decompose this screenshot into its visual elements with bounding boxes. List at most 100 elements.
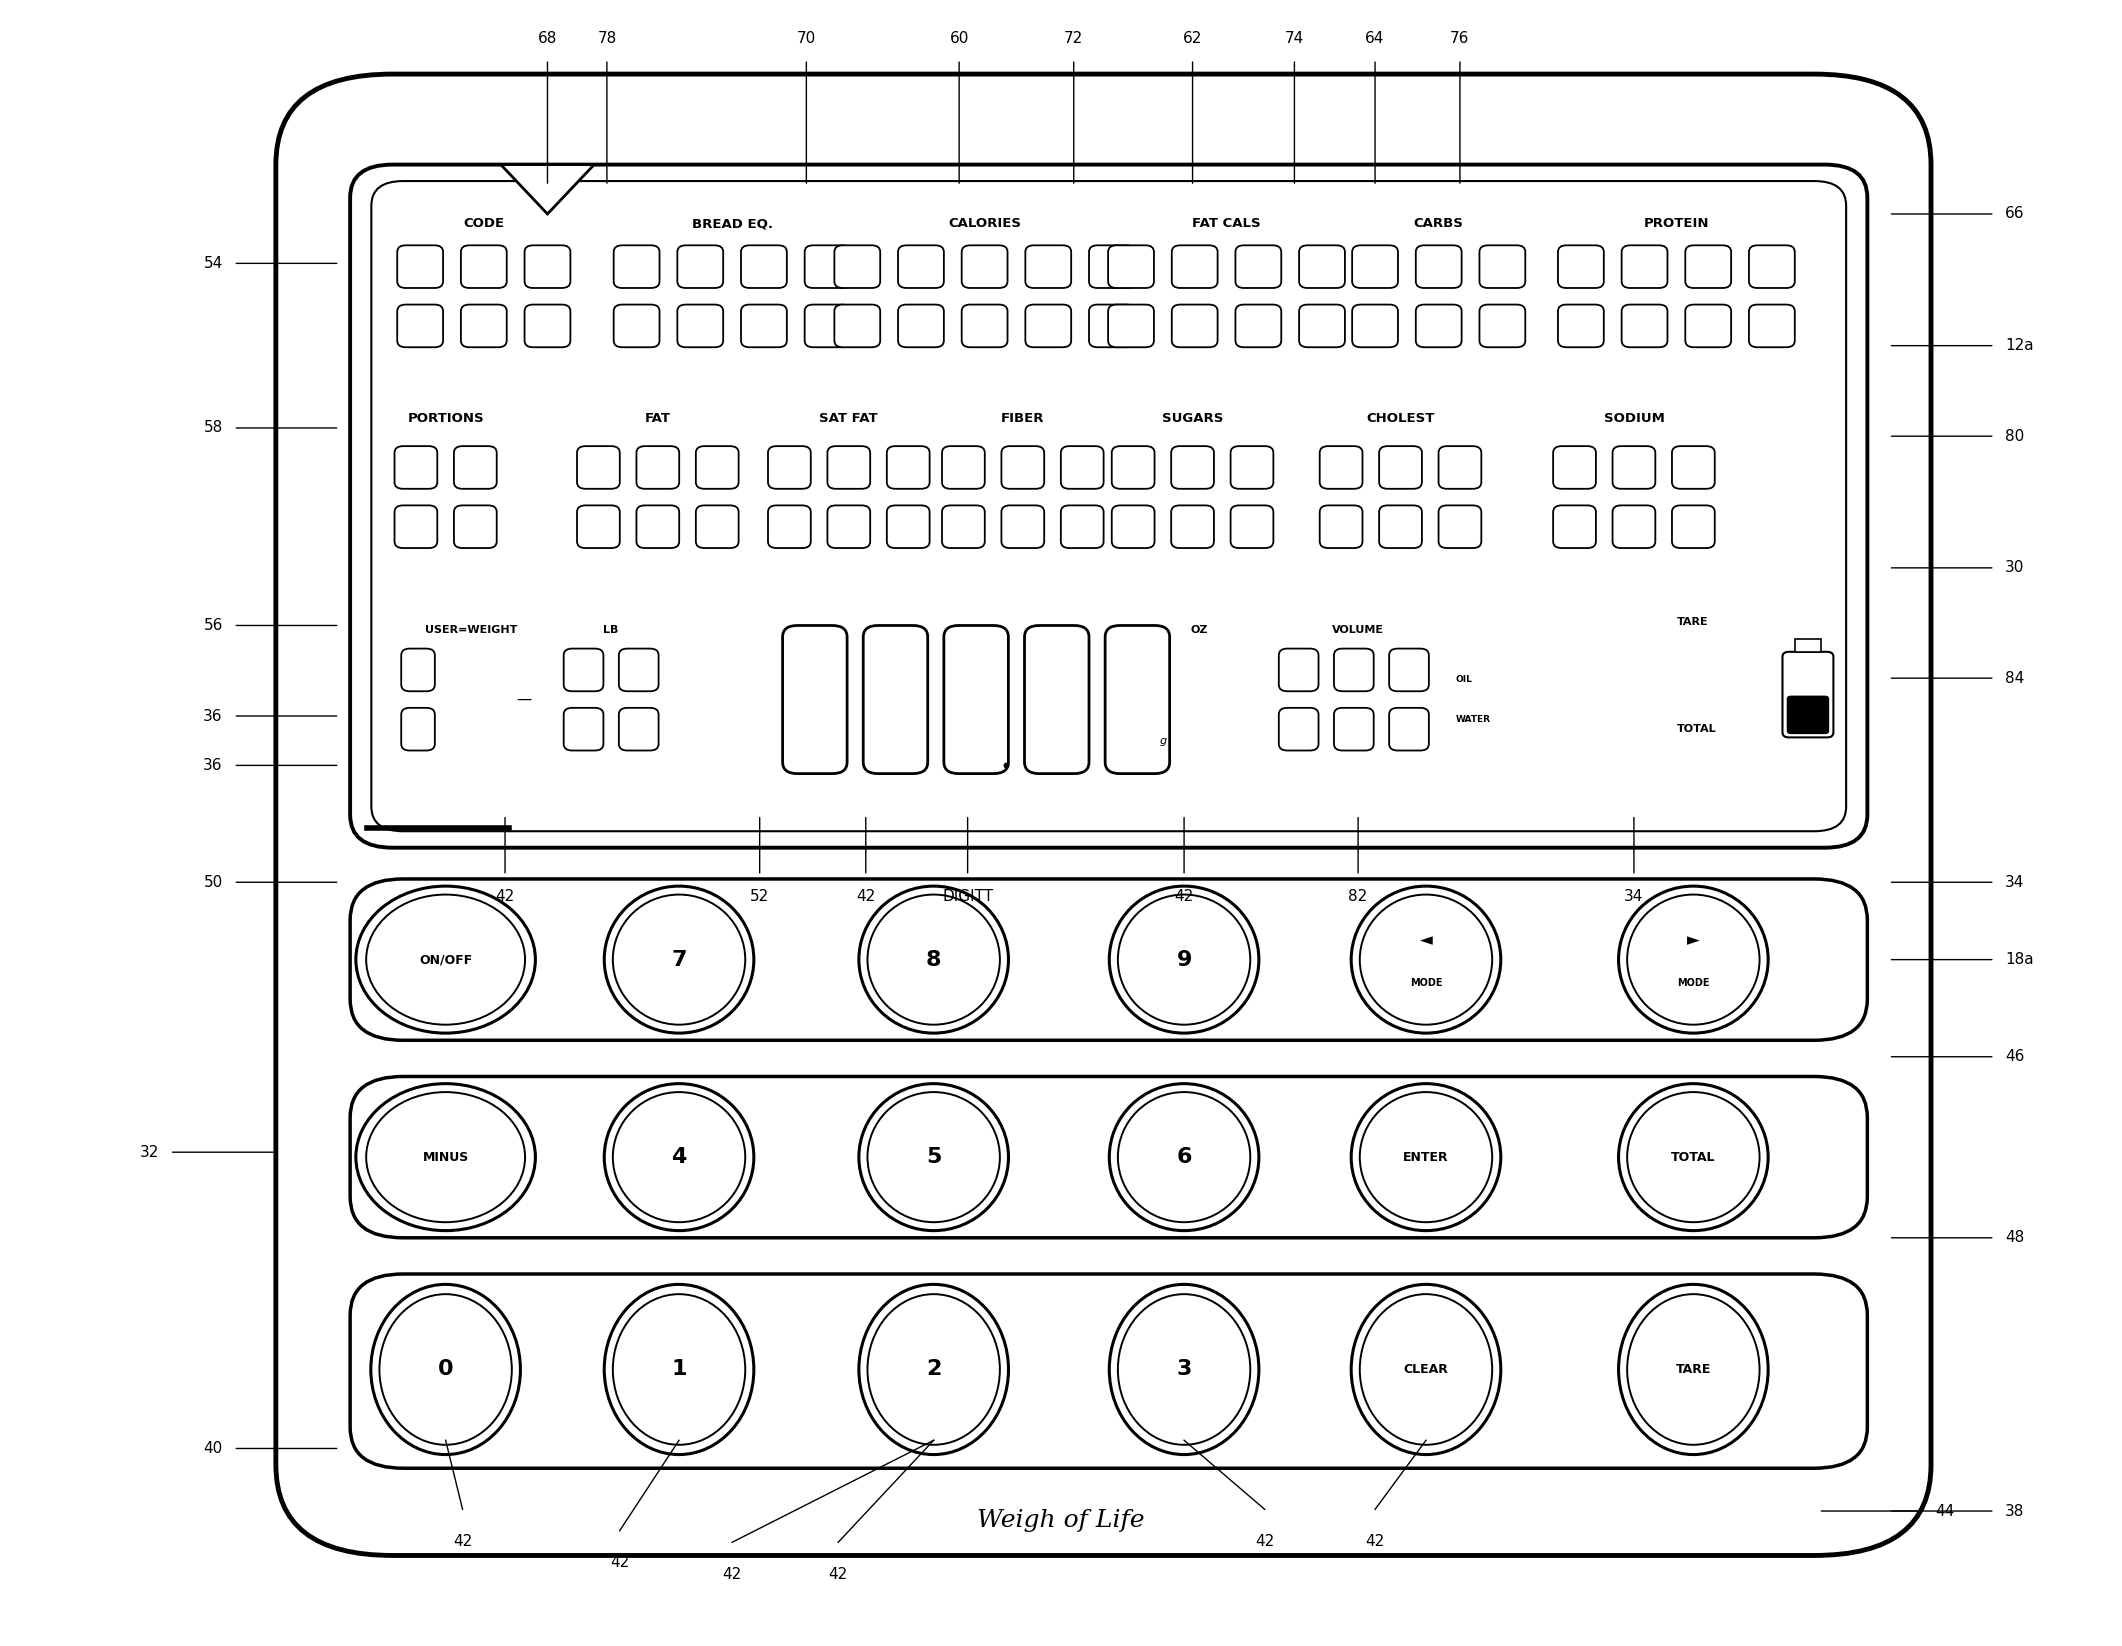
FancyBboxPatch shape bbox=[834, 305, 881, 347]
FancyBboxPatch shape bbox=[1231, 505, 1273, 548]
Text: Weigh of Life: Weigh of Life bbox=[978, 1509, 1144, 1532]
FancyBboxPatch shape bbox=[1621, 245, 1668, 288]
FancyBboxPatch shape bbox=[1171, 305, 1218, 347]
Text: 48: 48 bbox=[2005, 1230, 2024, 1246]
Ellipse shape bbox=[859, 1083, 1008, 1231]
Ellipse shape bbox=[1619, 886, 1768, 1034]
Ellipse shape bbox=[1110, 1083, 1258, 1231]
FancyBboxPatch shape bbox=[1112, 446, 1154, 489]
FancyBboxPatch shape bbox=[1106, 625, 1169, 774]
FancyBboxPatch shape bbox=[1415, 305, 1462, 347]
FancyBboxPatch shape bbox=[1280, 649, 1318, 691]
Text: 40: 40 bbox=[204, 1440, 223, 1457]
FancyBboxPatch shape bbox=[564, 649, 603, 691]
FancyBboxPatch shape bbox=[828, 446, 870, 489]
FancyBboxPatch shape bbox=[1558, 245, 1604, 288]
Ellipse shape bbox=[1619, 1284, 1768, 1455]
Text: 3: 3 bbox=[1176, 1360, 1193, 1379]
Ellipse shape bbox=[868, 1091, 999, 1223]
FancyBboxPatch shape bbox=[1352, 245, 1398, 288]
FancyBboxPatch shape bbox=[1621, 305, 1668, 347]
Text: 66: 66 bbox=[2005, 206, 2024, 222]
FancyBboxPatch shape bbox=[696, 446, 738, 489]
FancyBboxPatch shape bbox=[637, 505, 679, 548]
Text: 62: 62 bbox=[1182, 31, 1203, 46]
FancyBboxPatch shape bbox=[395, 446, 437, 489]
Text: DIGITT: DIGITT bbox=[942, 889, 993, 904]
Text: 18a: 18a bbox=[2005, 951, 2033, 968]
FancyBboxPatch shape bbox=[1025, 625, 1089, 774]
Text: PORTIONS: PORTIONS bbox=[407, 412, 484, 425]
Text: 72: 72 bbox=[1063, 31, 1084, 46]
FancyBboxPatch shape bbox=[1231, 446, 1273, 489]
Text: 50: 50 bbox=[204, 874, 223, 890]
Ellipse shape bbox=[868, 894, 999, 1025]
Text: 1: 1 bbox=[671, 1360, 688, 1379]
FancyBboxPatch shape bbox=[1685, 305, 1732, 347]
Text: ENTER: ENTER bbox=[1403, 1151, 1449, 1164]
Text: TARE: TARE bbox=[1676, 1363, 1710, 1376]
Text: TOTAL: TOTAL bbox=[1676, 724, 1717, 734]
Text: 7: 7 bbox=[671, 950, 688, 969]
FancyBboxPatch shape bbox=[1749, 245, 1795, 288]
FancyBboxPatch shape bbox=[524, 305, 571, 347]
FancyBboxPatch shape bbox=[371, 181, 1846, 831]
Text: 42: 42 bbox=[1254, 1534, 1275, 1549]
Text: 78: 78 bbox=[596, 31, 618, 46]
Text: WATER: WATER bbox=[1456, 714, 1490, 724]
Text: SAT FAT: SAT FAT bbox=[819, 412, 879, 425]
Ellipse shape bbox=[859, 1284, 1008, 1455]
FancyBboxPatch shape bbox=[1685, 245, 1732, 288]
FancyBboxPatch shape bbox=[887, 446, 929, 489]
FancyBboxPatch shape bbox=[577, 505, 620, 548]
Text: 8: 8 bbox=[925, 950, 942, 969]
FancyBboxPatch shape bbox=[834, 245, 881, 288]
Text: CODE: CODE bbox=[463, 217, 505, 230]
Text: 0: 0 bbox=[437, 1360, 454, 1379]
FancyBboxPatch shape bbox=[696, 505, 738, 548]
FancyBboxPatch shape bbox=[1672, 446, 1715, 489]
Ellipse shape bbox=[1352, 886, 1500, 1034]
Ellipse shape bbox=[1619, 1083, 1768, 1231]
Ellipse shape bbox=[1110, 886, 1258, 1034]
FancyBboxPatch shape bbox=[677, 305, 724, 347]
Ellipse shape bbox=[859, 886, 1008, 1034]
FancyBboxPatch shape bbox=[350, 1274, 1867, 1468]
FancyBboxPatch shape bbox=[397, 245, 443, 288]
Ellipse shape bbox=[1118, 1294, 1250, 1445]
Text: 42: 42 bbox=[494, 889, 516, 904]
FancyBboxPatch shape bbox=[613, 245, 660, 288]
Text: MODE: MODE bbox=[1409, 978, 1443, 988]
FancyBboxPatch shape bbox=[1335, 708, 1373, 751]
FancyBboxPatch shape bbox=[1025, 245, 1072, 288]
FancyBboxPatch shape bbox=[1479, 305, 1526, 347]
FancyBboxPatch shape bbox=[397, 305, 443, 347]
Text: g: g bbox=[1159, 736, 1167, 746]
FancyBboxPatch shape bbox=[1025, 305, 1072, 347]
FancyBboxPatch shape bbox=[768, 446, 811, 489]
Text: 52: 52 bbox=[749, 889, 770, 904]
Text: 42: 42 bbox=[828, 1567, 849, 1582]
FancyBboxPatch shape bbox=[395, 505, 437, 548]
Text: LB: LB bbox=[603, 625, 620, 635]
FancyBboxPatch shape bbox=[401, 649, 435, 691]
FancyBboxPatch shape bbox=[350, 1076, 1867, 1238]
Text: 84: 84 bbox=[2005, 670, 2024, 686]
Text: 82: 82 bbox=[1347, 889, 1369, 904]
Ellipse shape bbox=[380, 1294, 511, 1445]
FancyBboxPatch shape bbox=[350, 165, 1867, 848]
Ellipse shape bbox=[356, 886, 535, 1034]
FancyBboxPatch shape bbox=[864, 625, 927, 774]
FancyBboxPatch shape bbox=[524, 245, 571, 288]
Text: 64: 64 bbox=[1364, 31, 1386, 46]
Text: 46: 46 bbox=[2005, 1049, 2024, 1065]
Text: FAT CALS: FAT CALS bbox=[1193, 217, 1260, 230]
FancyBboxPatch shape bbox=[1108, 245, 1154, 288]
FancyBboxPatch shape bbox=[1390, 649, 1428, 691]
FancyBboxPatch shape bbox=[677, 245, 724, 288]
Text: 34: 34 bbox=[2005, 874, 2024, 890]
FancyBboxPatch shape bbox=[1749, 305, 1795, 347]
FancyBboxPatch shape bbox=[460, 305, 507, 347]
Ellipse shape bbox=[605, 1284, 753, 1455]
Ellipse shape bbox=[1352, 1284, 1500, 1455]
